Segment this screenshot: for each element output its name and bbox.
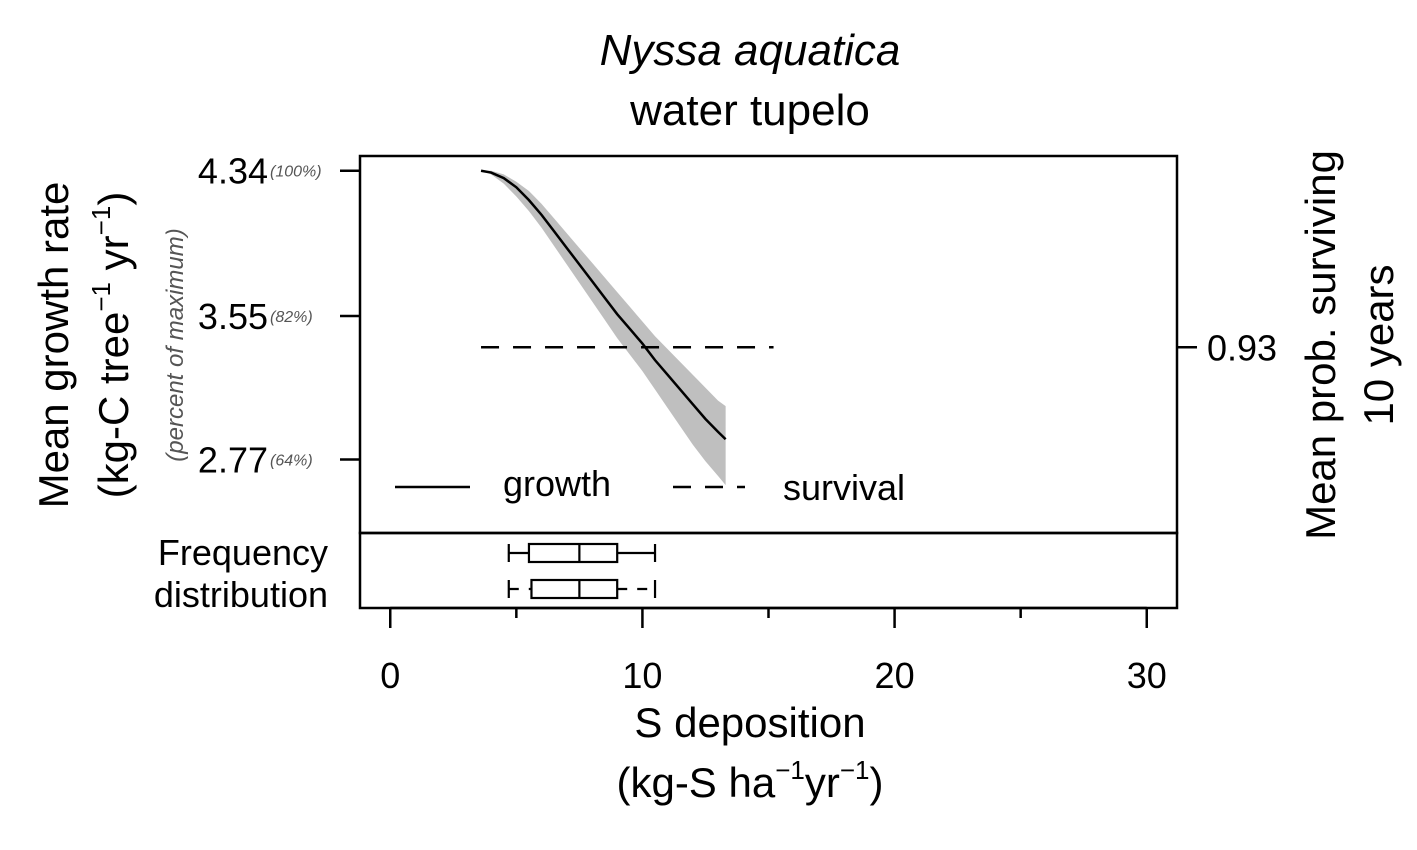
growth-confidence-band	[481, 170, 726, 486]
legend-growth-label: growth	[503, 463, 611, 504]
y2-tick-label-0: 0.93	[1207, 327, 1277, 368]
y-axis-secondary-label: (percent of maximum)	[162, 228, 189, 461]
y-tick-label-2: 2.77	[198, 439, 268, 480]
y-tick-label-0: 4.34	[198, 151, 268, 192]
frequency-plot-frame	[358, 531, 1179, 610]
y-tick-label-1: 3.55	[198, 296, 268, 337]
series-layer	[480, 169, 774, 441]
x-axis-label-line1: S deposition	[634, 699, 865, 746]
x-axis-label-line2: (kg-S ha−1yr−1)	[616, 755, 883, 806]
y-tick-pct-label-0: (100%)	[270, 164, 322, 181]
x-tick-label-1: 10	[622, 655, 662, 696]
x-tick-label-3: 30	[1127, 655, 1167, 696]
chart-title: Nyssa aquatica	[600, 26, 901, 75]
growth-series-line	[480, 169, 727, 441]
chart-subtitle: water tupelo	[629, 86, 870, 135]
x-tick-label-0: 0	[380, 655, 400, 696]
frequency-label-line2: distribution	[154, 574, 328, 615]
frequency-boxplots	[507, 542, 657, 600]
y2-axis-label-line2: 10 years	[1355, 264, 1402, 425]
y-axis: 4.34 (100%) 3.55 (82%) 2.77 (64%)	[198, 151, 360, 480]
y-tick-pct-label-2: (64%)	[270, 452, 313, 469]
legend-survival-label: survival	[783, 467, 905, 508]
y-tick-pct-label-1: (82%)	[270, 309, 313, 326]
x-tick-label-2: 20	[875, 655, 915, 696]
main-plot-frame	[358, 154, 1179, 535]
frequency-label-line1: Frequency	[158, 532, 328, 573]
y-axis-label-line2: (kg-C tree−1 yr−1)	[86, 192, 137, 499]
frequency-boxplot-1	[507, 578, 657, 600]
y-axis-label-line1: Mean growth rate	[30, 182, 77, 509]
x-axis: 0 10 20 30	[380, 606, 1167, 696]
y2-axis-label-line1: Mean prob. surviving	[1297, 150, 1344, 540]
confidence-band-layer	[481, 170, 726, 486]
boxplot-0-box	[527, 542, 619, 564]
y2-axis: 0.93	[1177, 327, 1277, 368]
frequency-boxplot-0	[507, 542, 657, 564]
boxplot-1-box	[530, 578, 619, 600]
legend: growth survival	[395, 463, 905, 508]
